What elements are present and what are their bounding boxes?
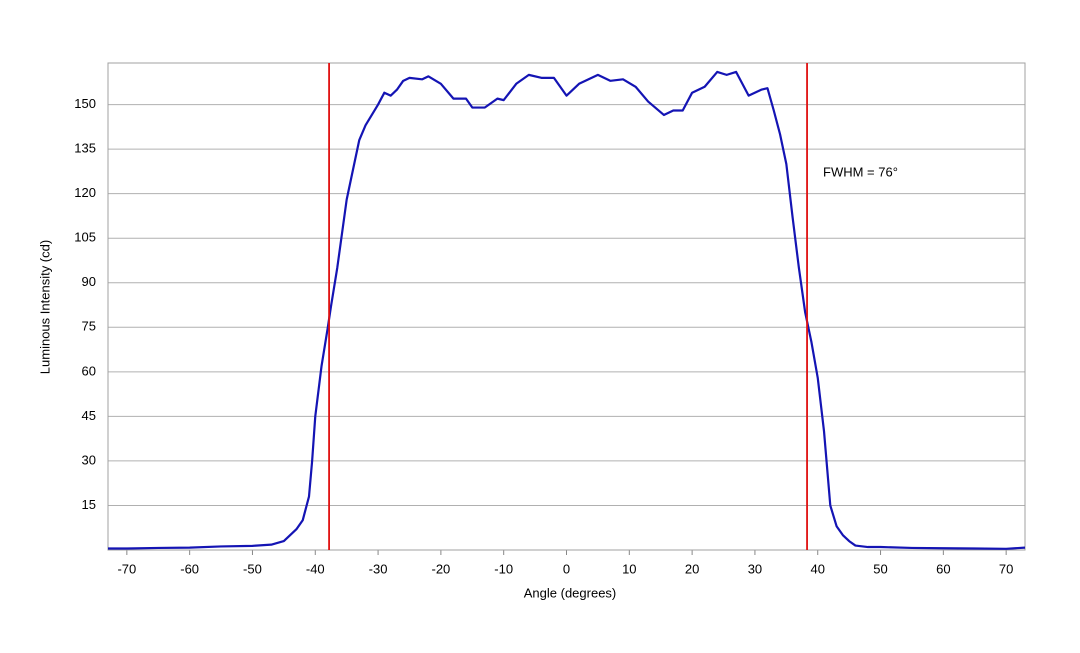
y-tick-label: 75 [82, 319, 96, 334]
y-tick-label: 15 [82, 497, 96, 512]
x-tick-label: -20 [431, 561, 450, 576]
x-tick-label: -70 [117, 561, 136, 576]
x-tick-label: 20 [685, 561, 699, 576]
y-tick-label: 90 [82, 274, 96, 289]
x-tick-label: 0 [563, 561, 570, 576]
x-tick-label: -40 [306, 561, 325, 576]
y-tick-label: 105 [74, 230, 96, 245]
x-tick-label: 60 [936, 561, 950, 576]
x-tick-label: 10 [622, 561, 636, 576]
annotation: FWHM = 76° [823, 164, 898, 179]
x-tick-label: -30 [369, 561, 388, 576]
data-line [108, 70, 1026, 550]
y-axis-label: Luminous Intensity (cd) [37, 240, 52, 374]
y-tick-label: 150 [74, 96, 96, 111]
y-tick-label: 135 [74, 141, 96, 156]
x-tick-label: 30 [748, 561, 762, 576]
y-tick-label: 30 [82, 452, 96, 467]
y-tick-label: 60 [82, 363, 96, 378]
x-tick-label: 70 [999, 561, 1013, 576]
x-tick-label: -60 [180, 561, 199, 576]
x-tick-label: 40 [810, 561, 824, 576]
y-tick-label: 120 [74, 185, 96, 200]
y-tick-label: 45 [82, 408, 96, 423]
plot-border [107, 62, 1026, 551]
x-axis-label: Angle (degrees) [524, 585, 617, 600]
x-tick-label: 50 [873, 561, 887, 576]
x-tick-label: -50 [243, 561, 262, 576]
x-tick-label: -10 [494, 561, 513, 576]
